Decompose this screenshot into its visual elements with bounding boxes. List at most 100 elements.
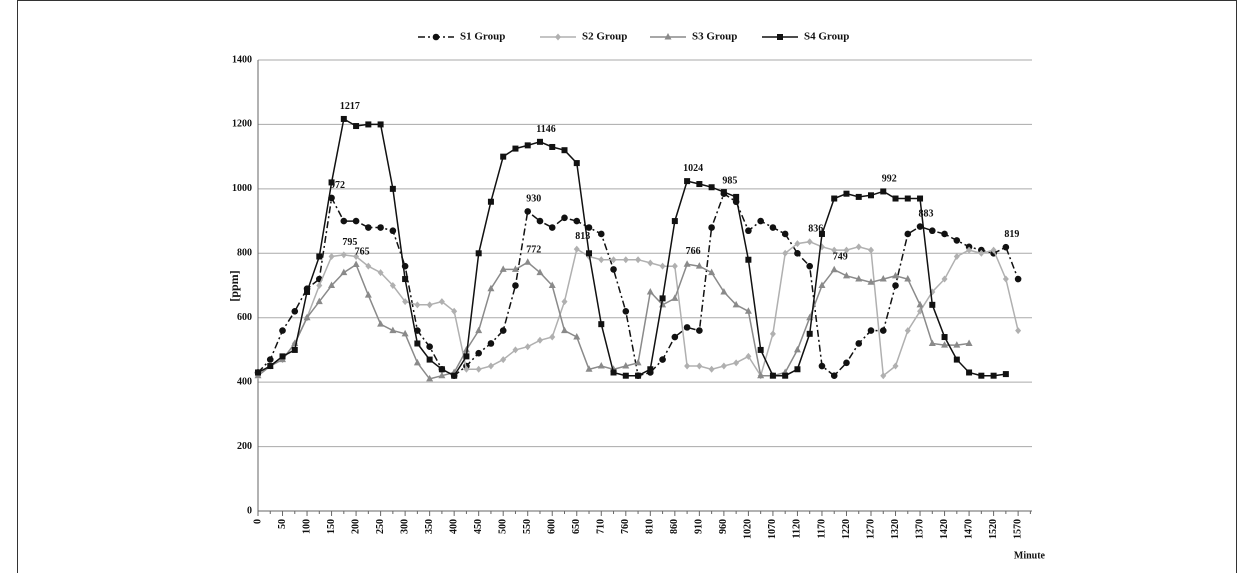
y-tick-label: 400	[237, 376, 252, 387]
marker	[610, 256, 617, 264]
marker	[1002, 371, 1009, 378]
marker	[671, 333, 679, 341]
marker	[512, 346, 519, 354]
data-label: 985	[722, 176, 737, 187]
marker	[463, 353, 470, 360]
data-label: 1146	[536, 124, 555, 135]
marker	[867, 327, 875, 334]
marker	[769, 330, 776, 338]
marker	[352, 217, 360, 225]
marker	[365, 121, 372, 128]
marker	[794, 249, 801, 257]
marker	[793, 345, 801, 353]
marker	[696, 327, 703, 334]
x-tick-label: 650	[571, 519, 582, 534]
marker	[953, 253, 960, 261]
legend-item: S2 Group	[540, 31, 627, 43]
marker	[499, 265, 507, 272]
marker	[291, 307, 299, 315]
y-axis-label: [ppm]	[227, 270, 241, 301]
marker	[426, 374, 434, 382]
marker	[794, 366, 801, 373]
marker	[487, 198, 494, 205]
marker	[879, 275, 887, 282]
data-label: 1217	[340, 101, 360, 112]
x-tick-label: 1520	[988, 519, 999, 539]
marker	[757, 346, 764, 353]
y-tick-label: 800	[237, 248, 252, 259]
x-tick-label: 1570	[1012, 519, 1023, 539]
marker	[475, 349, 482, 357]
marker	[622, 372, 629, 379]
marker	[880, 372, 887, 380]
marker	[904, 327, 911, 335]
x-tick-label: 1470	[963, 519, 974, 539]
marker	[328, 253, 335, 261]
marker	[965, 339, 973, 346]
marker	[328, 179, 335, 186]
marker	[597, 230, 605, 238]
marker	[598, 321, 605, 328]
y-tick-label: 1200	[232, 119, 252, 130]
marker	[830, 372, 838, 380]
marker	[647, 259, 654, 267]
marker	[598, 256, 605, 264]
data-label: 883	[919, 209, 934, 220]
marker	[671, 262, 678, 270]
marker	[413, 358, 421, 366]
marker	[500, 356, 507, 364]
marker	[499, 327, 507, 334]
marker	[855, 340, 863, 347]
data-label: 772	[526, 244, 541, 255]
marker	[684, 362, 691, 370]
marker	[806, 262, 813, 270]
marker	[892, 282, 899, 289]
x-tick-label: 500	[497, 519, 508, 534]
data-label: 813	[575, 231, 590, 242]
marker	[511, 265, 519, 272]
marker	[548, 281, 556, 288]
legend-item: S4 Group	[762, 31, 849, 43]
x-tick-label: 100	[301, 519, 312, 534]
x-tick-label: 1070	[767, 519, 778, 539]
marker	[475, 365, 482, 373]
y-tick-label: 600	[237, 312, 252, 323]
marker	[904, 275, 912, 282]
legend-label: S2 Group	[582, 31, 627, 43]
marker	[781, 230, 789, 238]
x-tick-label: 300	[399, 519, 410, 534]
marker	[1014, 275, 1022, 283]
marker	[806, 238, 813, 246]
marker	[524, 258, 532, 265]
marker	[352, 260, 360, 268]
marker	[279, 353, 286, 360]
legend-label: S3 Group	[692, 31, 737, 43]
marker	[451, 372, 458, 379]
series-line	[257, 117, 1006, 377]
legend-marker	[664, 33, 672, 40]
marker	[500, 153, 507, 160]
marker	[364, 291, 372, 298]
marker	[732, 300, 740, 308]
x-tick-label: 550	[522, 519, 533, 534]
marker	[561, 298, 568, 306]
marker	[928, 339, 936, 346]
marker	[941, 275, 948, 283]
marker	[610, 369, 617, 376]
marker	[316, 253, 323, 260]
marker	[438, 298, 445, 306]
marker	[573, 245, 580, 253]
marker	[573, 333, 581, 340]
marker	[683, 260, 691, 267]
marker	[426, 343, 433, 351]
marker	[475, 250, 482, 257]
x-tick-label: 1420	[939, 519, 950, 539]
series-line	[257, 192, 1019, 377]
marker	[438, 366, 445, 373]
marker	[365, 262, 372, 270]
marker	[782, 249, 789, 257]
marker	[635, 372, 642, 379]
marker	[683, 324, 691, 331]
marker	[1002, 275, 1009, 283]
